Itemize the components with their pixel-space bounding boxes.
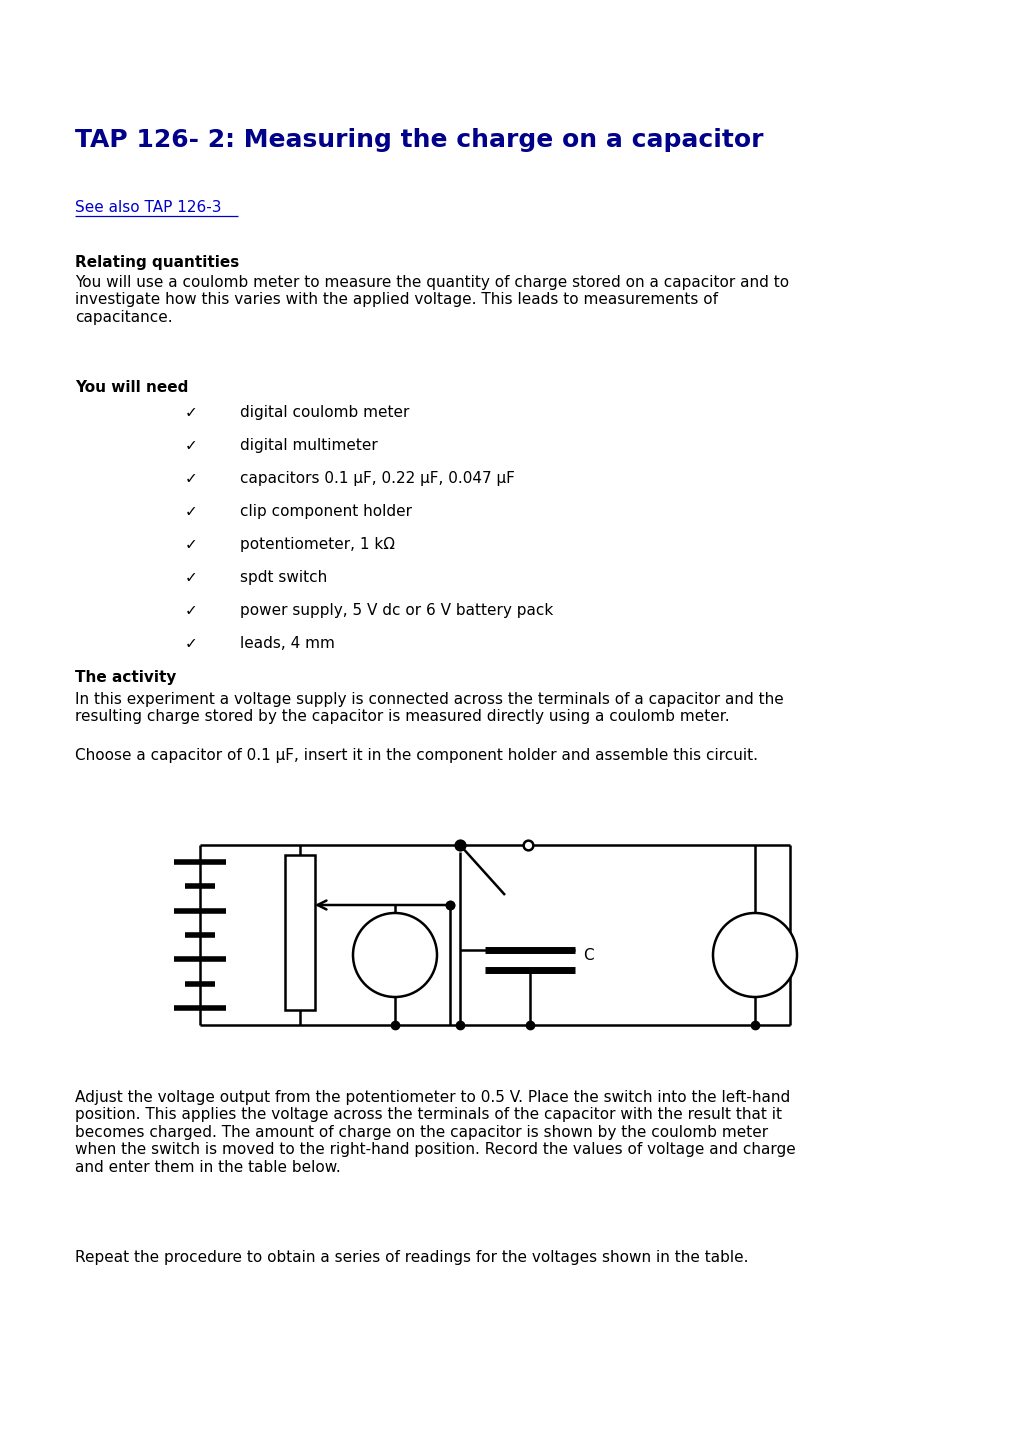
- Text: spdt switch: spdt switch: [239, 570, 327, 584]
- Text: capacitors 0.1 μF, 0.22 μF, 0.047 μF: capacitors 0.1 μF, 0.22 μF, 0.047 μF: [239, 470, 515, 486]
- Text: power supply, 5 V dc or 6 V battery pack: power supply, 5 V dc or 6 V battery pack: [239, 603, 552, 618]
- Text: ✓: ✓: [184, 570, 198, 584]
- Text: ✓: ✓: [184, 405, 198, 420]
- Text: Repeat the procedure to obtain a series of readings for the voltages shown in th: Repeat the procedure to obtain a series …: [75, 1250, 748, 1266]
- Bar: [284, 856, 315, 1010]
- Text: V: V: [389, 954, 399, 968]
- Text: Relating quantities: Relating quantities: [75, 255, 239, 270]
- Text: clip component holder: clip component holder: [239, 504, 412, 519]
- Text: Choose a capacitor of 0.1 μF, insert it in the component holder and assemble thi: Choose a capacitor of 0.1 μF, insert it …: [75, 747, 757, 763]
- Text: ✓: ✓: [184, 504, 198, 519]
- Text: The activity: The activity: [75, 670, 176, 685]
- Text: ✓: ✓: [184, 603, 198, 618]
- Text: potentiometer, 1 kΩ: potentiometer, 1 kΩ: [239, 537, 394, 553]
- Text: In this experiment a voltage supply is connected across the terminals of a capac: In this experiment a voltage supply is c…: [75, 693, 783, 724]
- Text: ✓: ✓: [184, 470, 198, 486]
- Circle shape: [353, 913, 436, 997]
- Text: leads, 4 mm: leads, 4 mm: [239, 636, 334, 651]
- Text: You will need: You will need: [75, 380, 189, 395]
- Text: digital coulomb meter: digital coulomb meter: [239, 405, 409, 420]
- Text: digital multimeter: digital multimeter: [239, 439, 377, 453]
- Circle shape: [712, 913, 796, 997]
- Text: ✓: ✓: [184, 636, 198, 651]
- Text: C: C: [583, 948, 593, 962]
- Text: You will use a coulomb meter to measure the quantity of charge stored on a capac: You will use a coulomb meter to measure …: [75, 276, 789, 325]
- Text: ✓: ✓: [184, 439, 198, 453]
- Text: See also TAP 126-3: See also TAP 126-3: [75, 201, 221, 215]
- Text: TAP 126- 2: Measuring the charge on a capacitor: TAP 126- 2: Measuring the charge on a ca…: [75, 128, 763, 152]
- Text: Adjust the voltage output from the potentiometer to 0.5 V. Place the switch into: Adjust the voltage output from the poten…: [75, 1089, 795, 1175]
- Text: Q: Q: [748, 954, 760, 968]
- Text: ✓: ✓: [184, 537, 198, 553]
